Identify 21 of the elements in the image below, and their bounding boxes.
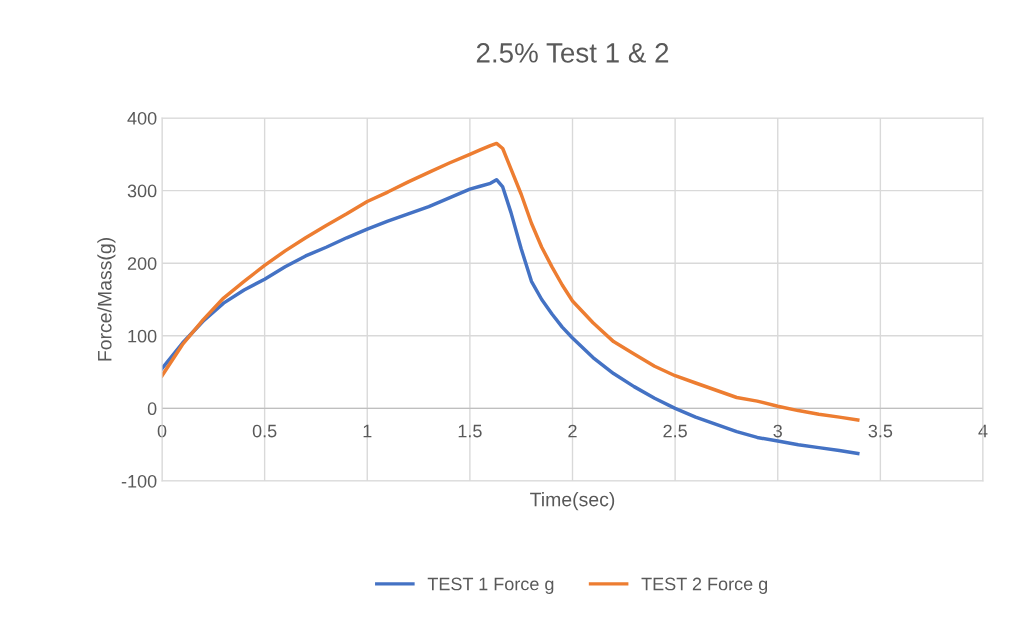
x-tick-label: 2.5 — [663, 424, 687, 438]
x-tick-label: 3.5 — [868, 424, 893, 438]
legend-label: TEST 2 Force g — [641, 577, 768, 594]
chart-title: 2.5% Test 1 & 2 — [476, 43, 669, 63]
x-tick-label: 0 — [157, 424, 167, 438]
x-tick-label: 4 — [978, 424, 988, 438]
x-tick-label: 3 — [773, 424, 782, 438]
x-tick-label: 1 — [363, 424, 372, 438]
y-tick-label: 0 — [147, 402, 157, 416]
y-tick-label: 200 — [127, 257, 157, 270]
y-tick-label: -100 — [121, 474, 157, 488]
y-tick-label: 300 — [127, 184, 157, 198]
x-axis-title: Time(sec) — [530, 492, 615, 511]
x-tick-label: 2 — [568, 424, 577, 438]
legend-label: TEST 1 Force g — [427, 577, 554, 594]
x-tick-label: 0.5 — [252, 424, 277, 438]
y-tick-label: 400 — [127, 111, 157, 125]
y-axis-title: Force/Mass(g) — [97, 238, 116, 361]
line-series — [162, 141, 860, 422]
y-tick-label: 100 — [128, 329, 157, 343]
x-tick-label: 1.5 — [458, 424, 482, 438]
